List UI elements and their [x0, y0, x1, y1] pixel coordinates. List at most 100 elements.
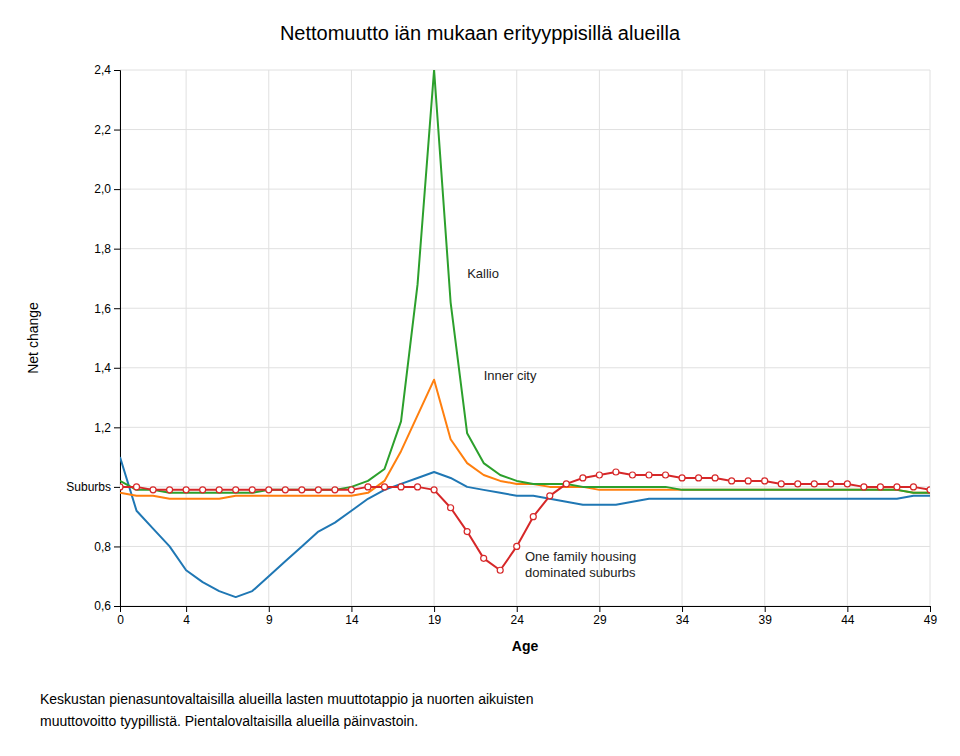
- point: [861, 484, 867, 490]
- point: [646, 472, 652, 478]
- point: [183, 487, 189, 493]
- y-tick-label: 0,6: [94, 599, 111, 613]
- point: [663, 472, 669, 478]
- point: [167, 487, 173, 493]
- point: [679, 475, 685, 481]
- x-tick: 19: [428, 606, 442, 627]
- x-tick-mark: [434, 606, 435, 612]
- x-tick-mark: [269, 606, 270, 612]
- point: [910, 484, 916, 490]
- x-tick-mark: [682, 606, 683, 612]
- grid-line-x: [186, 70, 187, 606]
- point: [596, 472, 602, 478]
- x-tick-label: 24: [511, 613, 525, 627]
- y-tick: 0,8: [94, 540, 120, 554]
- x-tick: 24: [511, 606, 525, 627]
- point: [580, 475, 586, 481]
- y-tick-label: 1,4: [94, 361, 111, 375]
- x-tick: 14: [345, 606, 359, 627]
- point: [134, 484, 140, 490]
- point: [332, 487, 338, 493]
- plot-area: [120, 70, 930, 597]
- point: [282, 487, 288, 493]
- y-tick: 2,4: [94, 63, 120, 77]
- point: [120, 484, 123, 490]
- y-tick: 2,0: [94, 182, 120, 196]
- point: [613, 469, 619, 475]
- x-tick: 0: [117, 606, 124, 627]
- y-tick-label: 2,4: [94, 63, 111, 77]
- grid-line-x: [764, 70, 765, 606]
- grid-line-x: [682, 70, 683, 606]
- x-tick-label: 4: [183, 613, 190, 627]
- point: [431, 487, 437, 493]
- x-tick-label: 34: [676, 613, 690, 627]
- point: [927, 487, 930, 493]
- y-tick-mark: [114, 427, 120, 428]
- y-tick: 1,4: [94, 361, 120, 375]
- point: [514, 543, 520, 549]
- x-tick-label: 0: [117, 613, 124, 627]
- point: [348, 487, 354, 493]
- grid-line-x: [930, 70, 931, 606]
- point: [762, 478, 768, 484]
- point: [547, 493, 553, 499]
- annotations: KallioInner cityOne family housingdomina…: [467, 266, 636, 579]
- point: [315, 487, 321, 493]
- point: [299, 487, 305, 493]
- x-axis-line: [121, 607, 931, 613]
- line-series: [120, 457, 930, 597]
- point: [844, 481, 850, 487]
- y-tick-mark: [114, 606, 120, 607]
- footer: Keskustan pienasuntovaltaisilla alueilla…: [40, 691, 533, 707]
- x-tick: 34: [676, 606, 690, 627]
- x-tick-mark: [765, 606, 766, 612]
- point: [200, 487, 206, 493]
- y-axis: 0,60,8Suburbs1,21,41,61,82,02,22,4: [66, 63, 120, 613]
- y-tick-mark: [114, 308, 120, 309]
- y-tick-mark: [114, 546, 120, 547]
- y-tick-label: Suburbs: [66, 480, 111, 494]
- annotation: One family housingdominated suburbs: [525, 549, 636, 580]
- x-tick-label: 9: [266, 613, 273, 627]
- grid-line-y: [120, 70, 930, 71]
- point: [778, 481, 784, 487]
- point: [266, 487, 272, 493]
- point: [712, 475, 718, 481]
- x-tick-label: 44: [841, 613, 855, 627]
- grid: [120, 70, 930, 606]
- y-tick: 0,6: [94, 599, 120, 613]
- y-tick-label: 1,8: [94, 242, 111, 256]
- y-tick-label: 1,2: [94, 421, 111, 435]
- x-tick-label: 14: [345, 613, 359, 627]
- point: [233, 487, 239, 493]
- point: [563, 481, 569, 487]
- y-axis-line: [114, 71, 121, 607]
- x-tick: 29: [593, 606, 607, 627]
- point: [795, 481, 801, 487]
- x-tick: 39: [759, 606, 773, 627]
- y-tick-mark: [114, 189, 120, 190]
- grid-line-x: [847, 70, 848, 606]
- y-tick-mark: [114, 249, 120, 250]
- chart: 04914192429343944490,60,8Suburbs1,21,41,…: [0, 0, 960, 756]
- point: [216, 487, 222, 493]
- point: [811, 481, 817, 487]
- line-series: [120, 70, 930, 493]
- y-axis-label: Net change: [25, 302, 41, 374]
- point: [398, 484, 404, 490]
- x-tick-mark: [930, 606, 931, 612]
- x-tick: 44: [841, 606, 855, 627]
- point: [415, 484, 421, 490]
- grid-line-x: [434, 70, 435, 606]
- x-tick-label: 29: [593, 613, 607, 627]
- point: [745, 478, 751, 484]
- footer: muuttovoitto tyypillistä. Pientalovaltai…: [40, 713, 418, 729]
- grid-line-y: [120, 189, 930, 190]
- y-tick-mark: [114, 368, 120, 369]
- y-tick-mark: [114, 130, 120, 131]
- y-tick: 1,2: [94, 421, 120, 435]
- point: [249, 487, 255, 493]
- y-tick-mark: [114, 487, 120, 488]
- point: [530, 514, 536, 520]
